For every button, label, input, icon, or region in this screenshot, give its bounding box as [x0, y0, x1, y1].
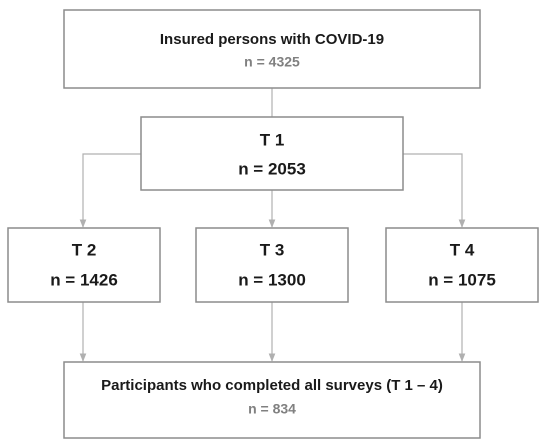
- node-box: [63, 361, 481, 439]
- node-label: Participants who completed all surveys (…: [101, 377, 443, 394]
- node-count: n = 834: [248, 401, 296, 417]
- node-count: n = 4325: [244, 54, 300, 70]
- node-label: T 3: [260, 240, 285, 259]
- node-box: [385, 227, 539, 303]
- node-box: [195, 227, 349, 303]
- node-box: [140, 116, 404, 191]
- node-count: n = 1075: [428, 270, 496, 289]
- node-label: T 4: [450, 240, 475, 259]
- node-count: n = 2053: [238, 159, 306, 178]
- arrow: [403, 153, 466, 228]
- node-count: n = 1300: [238, 270, 306, 289]
- node-label: T 2: [72, 240, 97, 259]
- node-box: [7, 227, 161, 303]
- node-box: [63, 9, 481, 89]
- node-label: Insured persons with COVID-19: [160, 31, 384, 48]
- arrow: [79, 153, 141, 228]
- node-label: T 1: [260, 130, 285, 149]
- node-count: n = 1426: [50, 270, 118, 289]
